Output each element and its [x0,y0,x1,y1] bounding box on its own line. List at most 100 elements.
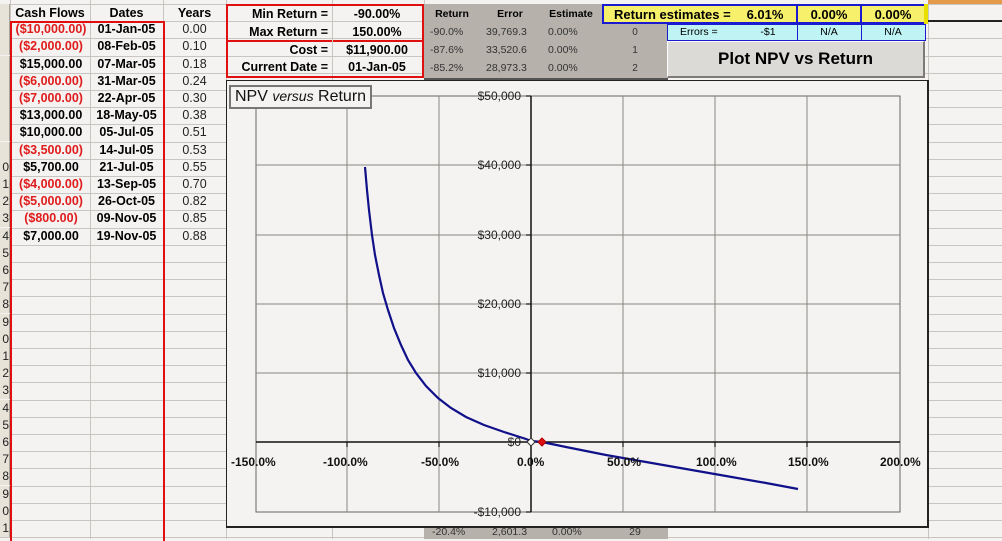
row-header[interactable] [0,38,10,55]
table-return-cell: -85.2% [430,62,464,74]
header-years: Years [177,6,212,20]
row-header[interactable]: 9 [0,486,10,503]
cash-flow-cell[interactable]: ($6,000.00) [19,74,83,88]
table-header-error: Error [497,8,523,20]
row-header[interactable]: 4 [0,228,10,245]
row-header[interactable] [0,107,10,124]
row-header[interactable]: 5 [0,245,10,262]
return-estimate-1[interactable]: 6.01% [746,7,784,22]
row-header[interactable]: 7 [0,451,10,468]
row-header[interactable]: 1 [0,176,10,193]
row-header[interactable] [0,4,10,21]
return-estimate-3[interactable]: 0.00% [874,7,912,22]
row-header[interactable]: 9 [0,314,10,331]
row-header[interactable]: 0 [0,503,10,520]
table-bottom-row [424,528,668,539]
cash-flow-cell[interactable]: $5,700.00 [23,160,79,174]
date-cell[interactable]: 05-Jul-05 [99,125,154,139]
cash-flow-cell[interactable]: ($800.00) [24,211,78,225]
date-cell[interactable]: 13-Sep-05 [96,177,157,191]
row-header[interactable] [0,90,10,107]
errors-divider-1 [797,24,798,41]
table-error-cell: 33,520.6 [486,44,527,56]
years-cell[interactable]: 0.85 [182,211,207,225]
row-header[interactable]: 6 [0,434,10,451]
row-header[interactable]: 0 [0,331,10,348]
cash-flow-cell[interactable]: ($10,000.00) [15,22,87,36]
date-cell[interactable]: 19-Nov-05 [96,229,157,243]
npv-chart[interactable]: NPV versus Return $50,000 $40,000 $30,00… [226,80,929,528]
min-return-value[interactable]: -90.00% [353,7,401,21]
row-header[interactable]: 0 [0,159,10,176]
years-cell[interactable]: 0.24 [182,74,207,88]
cash-flow-cell[interactable]: ($2,000.00) [19,39,83,53]
row-header[interactable]: 4 [0,400,10,417]
date-cell[interactable]: 01-Jan-05 [97,22,156,36]
row-header[interactable]: 5 [0,417,10,434]
table-error-cell: 39,769.3 [486,26,527,38]
row-header[interactable]: 6 [0,262,10,279]
table-index-cell: 1 [632,45,638,56]
chart-title[interactable]: NPV versus Return [229,85,373,109]
cash-flow-cell[interactable]: ($7,000.00) [19,91,83,105]
estimate-marker [537,437,547,447]
years-cell[interactable]: 0.53 [182,143,207,157]
row-header[interactable]: 1 [0,348,10,365]
row-header[interactable] [0,56,10,73]
row-header[interactable]: 2 [0,193,10,210]
row-header[interactable]: 8 [0,468,10,485]
cost-value[interactable]: $11,900.00 [346,43,408,57]
error-2: N/A [820,26,838,38]
date-cell[interactable]: 08-Feb-05 [97,39,156,53]
cash-flow-cell[interactable]: ($4,000.00) [19,177,83,191]
cash-flow-cell[interactable]: ($3,500.00) [19,143,83,157]
cash-flow-cell[interactable]: $13,000.00 [19,108,83,122]
table-return-cell: -90.0% [430,26,464,38]
row-header[interactable]: 7 [0,279,10,296]
chart-title-part2: Return [313,88,367,105]
plot-npv-button[interactable]: Plot NPV vs Return [667,41,925,78]
table-header-return: Return [435,8,469,20]
y-tick-30000: $30,000 [477,228,521,242]
years-cell[interactable]: 0.88 [182,229,207,243]
row-header[interactable] [0,21,10,38]
years-cell[interactable]: 0.00 [182,22,207,36]
error-3: N/A [884,26,902,38]
date-cell[interactable]: 18-May-05 [96,108,157,122]
years-cell[interactable]: 0.38 [182,108,207,122]
cash-flow-cell[interactable]: $7,000.00 [23,229,79,243]
yellow-edge [924,4,928,24]
cash-flow-cell[interactable]: $15,000.00 [19,57,83,71]
table-header-estimate: Estimate [549,8,593,20]
cash-flow-cell[interactable]: $10,000.00 [19,125,83,139]
date-cell[interactable]: 07-Mar-05 [97,57,156,71]
date-cell[interactable]: 09-Nov-05 [96,211,157,225]
return-estimate-2[interactable]: 0.00% [810,7,848,22]
max-return-value[interactable]: 150.00% [352,25,402,39]
row-header[interactable] [0,124,10,141]
row-header[interactable] [0,73,10,90]
date-cell[interactable]: 31-Mar-05 [97,74,156,88]
date-cell[interactable]: 26-Oct-05 [98,194,155,208]
years-cell[interactable]: 0.82 [182,194,207,208]
date-cell[interactable]: 14-Jul-05 [99,143,154,157]
cost-date-box [226,40,424,78]
years-cell[interactable]: 0.55 [182,160,207,174]
years-cell[interactable]: 0.30 [182,91,207,105]
row-header[interactable]: 1 [0,520,10,537]
row-header[interactable]: 3 [0,210,10,227]
row-header[interactable]: 3 [0,382,10,399]
cash-flow-cell[interactable]: ($5,000.00) [19,194,83,208]
date-cell[interactable]: 21-Jul-05 [99,160,154,174]
date-cell[interactable]: 22-Apr-05 [97,91,156,105]
current-date-value[interactable]: 01-Jan-05 [348,60,406,74]
years-cell[interactable]: 0.18 [182,57,207,71]
row-header[interactable] [0,142,10,159]
years-cell[interactable]: 0.70 [182,177,207,191]
row-header[interactable]: 2 [0,365,10,382]
years-cell[interactable]: 0.10 [182,39,207,53]
x-tick-50: 50.0% [607,455,642,469]
years-cell[interactable]: 0.51 [182,125,207,139]
row-header[interactable]: 8 [0,296,10,313]
cost-label: Cost = [289,43,328,57]
